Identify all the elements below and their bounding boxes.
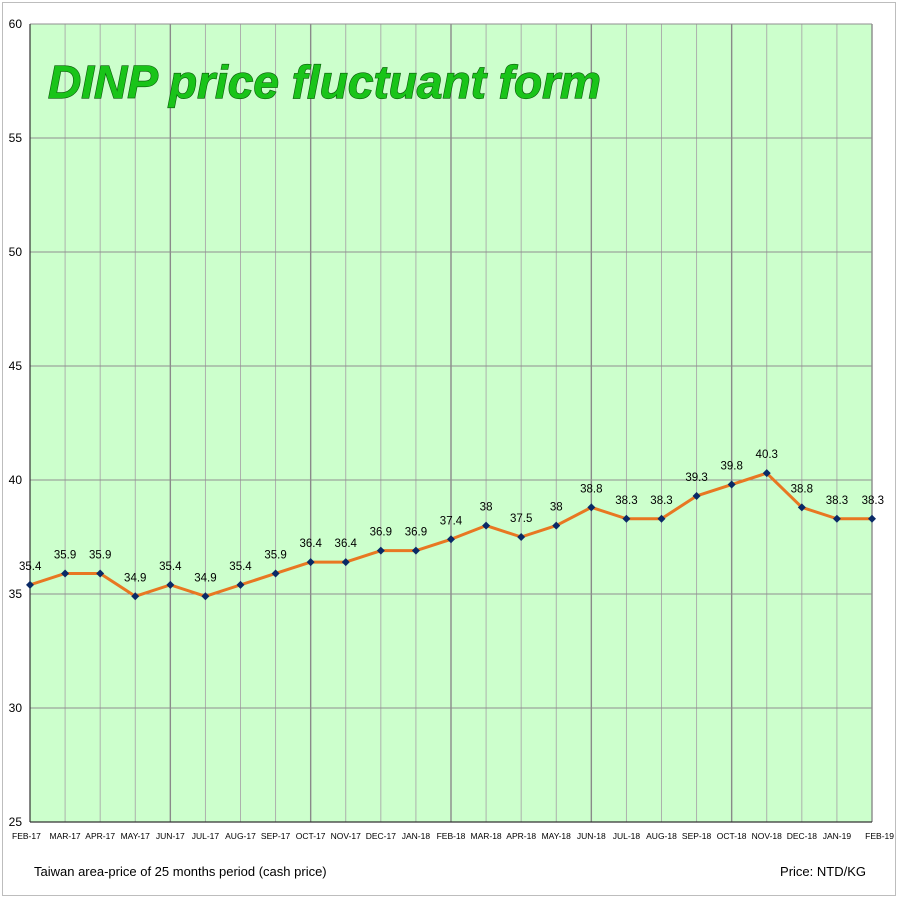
data-point — [762, 469, 771, 478]
x-tick-label: OCT-18 — [717, 831, 747, 841]
x-tick-label: AUG-18 — [646, 831, 677, 841]
x-tick-label: OCT-17 — [296, 831, 326, 841]
x-tick-label: MAY-17 — [121, 831, 151, 841]
data-label: 38.3 — [826, 495, 848, 507]
horizontal-gridlines — [30, 23, 872, 709]
data-label: 35.4 — [229, 561, 252, 573]
data-point — [26, 580, 34, 589]
data-point — [411, 546, 420, 555]
y-tick-label: 45 — [9, 359, 23, 373]
data-point — [797, 503, 806, 512]
data-point — [96, 569, 105, 578]
data-point — [447, 535, 455, 544]
data-label: 39.8 — [720, 461, 742, 473]
x-tick-label: NOV-17 — [331, 831, 362, 841]
y-tick-label: 55 — [9, 131, 23, 145]
x-tick-label: JUN-18 — [577, 831, 606, 841]
x-tick-label: SEP-17 — [261, 831, 291, 841]
data-label: 36.9 — [370, 527, 392, 539]
y-tick-label: 60 — [9, 17, 23, 31]
x-tick-label: AUG-17 — [225, 831, 256, 841]
data-label: 37.5 — [510, 513, 532, 525]
data-point — [306, 558, 315, 567]
data-point — [657, 514, 666, 523]
data-point — [482, 521, 491, 530]
data-label: 38.3 — [615, 495, 637, 507]
data-point — [727, 480, 736, 489]
x-tick-label: FEB-19 — [865, 831, 894, 841]
data-label: 40.3 — [756, 449, 778, 461]
x-tick-label: FEB-17 — [12, 831, 41, 841]
data-label: 35.4 — [19, 561, 42, 573]
x-tick-label: JUL-18 — [613, 831, 641, 841]
x-tick-label: JAN-18 — [402, 831, 431, 841]
data-label: 37.4 — [440, 515, 463, 527]
data-label: 35.9 — [54, 549, 76, 561]
data-point — [236, 580, 245, 589]
x-tick-label: NOV-18 — [752, 831, 783, 841]
data-label: 38.3 — [650, 495, 672, 507]
x-tick-label: JAN-19 — [823, 831, 852, 841]
data-point — [201, 592, 210, 601]
footnote-left: Taiwan area-price of 25 months period (c… — [34, 864, 327, 879]
data-point — [341, 558, 350, 567]
data-label: 38.8 — [791, 483, 813, 495]
data-point — [692, 491, 701, 500]
series-markers — [26, 469, 876, 601]
data-label: 36.9 — [405, 527, 427, 539]
footnote-right: Price: NTD/KG — [780, 864, 866, 879]
data-point — [517, 533, 526, 541]
x-tick-label: MAR-18 — [470, 831, 501, 841]
data-label: 39.3 — [685, 472, 707, 484]
data-label: 35.9 — [264, 549, 286, 561]
x-tick-label: DEC-17 — [366, 831, 397, 841]
data-label: 36.4 — [299, 538, 322, 550]
y-tick-label: 35 — [9, 587, 23, 601]
x-tick-labels: FEB-17 MAR-17 APR-17 MAY-17 JUN-17 JUL-17 AUG-… — [12, 831, 894, 841]
data-labels: 35.4 35.9 35.9 34.9 35.4 34.9 35.4 35.9 36.4 36.4… — [19, 449, 884, 584]
data-point — [832, 514, 841, 523]
data-point — [376, 546, 385, 555]
data-point — [61, 569, 70, 578]
x-tick-label: JUL-17 — [192, 831, 220, 841]
x-tick-label: MAR-17 — [49, 831, 80, 841]
y-tick-labels: 25 30 35 40 45 50 55 60 — [9, 17, 23, 829]
data-label: 34.9 — [194, 572, 216, 584]
data-point — [131, 592, 140, 601]
data-label: 38.3 — [862, 495, 884, 507]
x-tick-label: APR-18 — [506, 831, 536, 841]
data-label: 36.4 — [335, 538, 358, 550]
x-tick-label: MAY-18 — [542, 831, 572, 841]
data-point — [587, 503, 596, 512]
data-point — [166, 580, 175, 589]
y-tick-label: 50 — [9, 245, 23, 259]
y-tick-label: 30 — [9, 701, 23, 715]
data-label: 34.9 — [124, 572, 146, 584]
x-tick-label: FEB-18 — [437, 831, 466, 841]
y-tick-label: 25 — [9, 815, 23, 829]
x-tick-label: SEP-18 — [682, 831, 712, 841]
data-label: 35.4 — [159, 561, 182, 573]
x-tick-label: APR-17 — [85, 831, 115, 841]
data-point — [552, 521, 561, 530]
data-label: 35.9 — [89, 549, 111, 561]
y-tick-label: 40 — [9, 473, 23, 487]
x-tick-label: JUN-17 — [156, 831, 185, 841]
data-label: 38 — [550, 502, 563, 514]
chart-title: DINP price fluctuant form — [48, 56, 601, 108]
data-label: 38 — [480, 502, 493, 514]
data-label: 38.8 — [580, 483, 602, 495]
data-point — [868, 514, 876, 523]
axes — [29, 24, 872, 823]
x-tick-label: DEC-18 — [787, 831, 818, 841]
data-point — [271, 569, 280, 578]
vertical-gridlines — [64, 24, 873, 822]
data-point — [622, 514, 631, 523]
